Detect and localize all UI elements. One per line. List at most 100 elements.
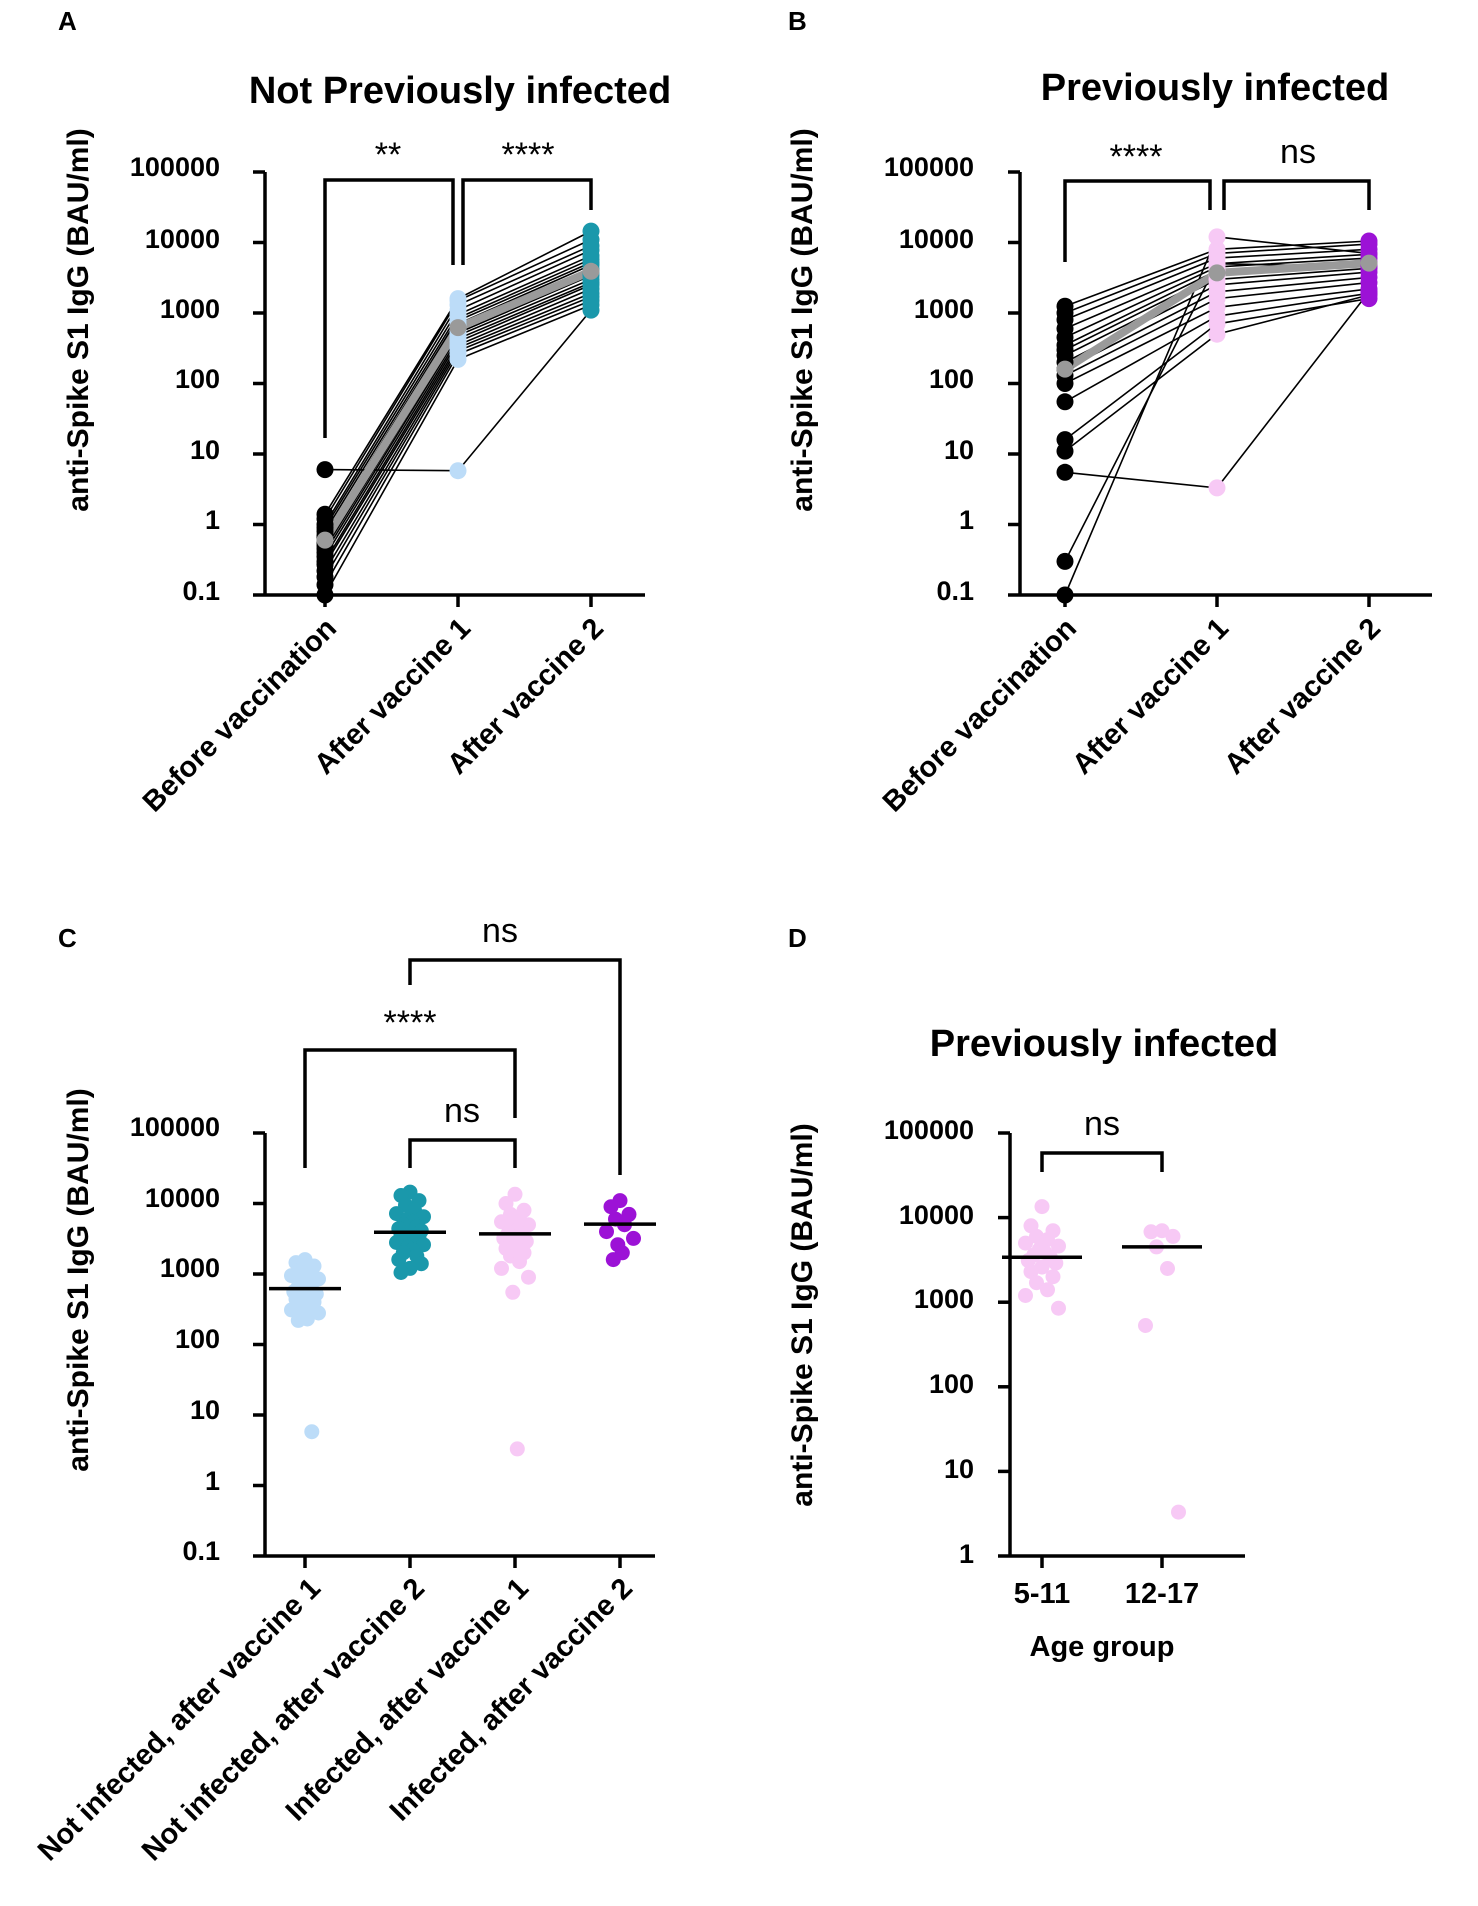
panel-a-sig-label-2: ****	[502, 136, 555, 174]
panel-b-data-point	[1056, 375, 1074, 392]
panel-b-data-point	[1056, 393, 1074, 411]
panel-c-sig-label-bottom: ns	[444, 1092, 480, 1130]
panel-a-data-point	[316, 586, 334, 604]
panel-a-mean-point	[582, 262, 600, 280]
panel-c-data-point	[311, 1305, 326, 1321]
panel-d-data-point	[1160, 1261, 1175, 1276]
panel-a-ytick-10000: 10000	[145, 224, 220, 254]
panel-d-xtick-12-17: 12-17	[1125, 1578, 1199, 1610]
panel-b-sig-bracket-0	[1063, 179, 1212, 262]
panel-c-data-point	[304, 1424, 320, 1440]
panel-a: A Not Previously infected anti-Spike S1 …	[58, 6, 671, 818]
panel-c-data-point	[512, 1254, 527, 1270]
panel-b-data-point	[1208, 479, 1226, 497]
panel-c-data-point	[494, 1214, 509, 1230]
panel-b-title: Previously infected	[1041, 67, 1389, 109]
panel-d-data-point	[1154, 1223, 1170, 1239]
panel-d-ytick-100: 100	[929, 1369, 974, 1399]
panel-c-data-point	[389, 1206, 404, 1222]
panel-a-xtick-before-vaccination: Before vaccination	[137, 612, 343, 818]
chart-marks	[253, 170, 1432, 1568]
panel-c-data-point	[509, 1441, 525, 1457]
panel-c-data-point	[521, 1217, 536, 1233]
panel-b-ytick-1000: 1000	[914, 294, 974, 324]
panel-c-sig-bracket-0	[408, 958, 622, 1175]
panel-c-data-point	[413, 1256, 429, 1272]
panel-b-mean-point	[1056, 360, 1074, 378]
panel-c-sig-label-middle: ****	[384, 1004, 437, 1042]
panel-d-data-point	[1165, 1228, 1181, 1244]
panel-d-y-tick-labels: 100000 10000 1000 100 10 1	[884, 1115, 974, 1569]
panel-b-sig-bracket-1	[1222, 179, 1371, 210]
panel-d-data-point	[1029, 1275, 1044, 1291]
panel-c-sig-bracket-1	[303, 1048, 517, 1168]
panel-a-sig-label-1: **	[375, 136, 401, 174]
panel-c-data-point	[284, 1268, 299, 1284]
panel-b-ytick-100: 100	[929, 364, 974, 394]
panel-c-ytick-10000: 10000	[145, 1183, 220, 1213]
panel-b-xtick-before-vaccination: Before vaccination	[877, 612, 1083, 818]
panel-d-data-point	[1143, 1224, 1159, 1240]
panel-b-y-axis-label: anti-Spike S1 IgG (BAU/ml)	[786, 128, 819, 511]
panel-a-mean-point	[449, 319, 467, 337]
panel-d-title: Previously infected	[930, 1023, 1278, 1065]
panel-d-data-point	[1051, 1238, 1066, 1254]
panel-d-data-point	[1040, 1282, 1055, 1298]
panel-c-data-point	[416, 1237, 431, 1253]
panel-d-data-point	[1034, 1199, 1050, 1215]
panel-a-y-tick-labels: 100000 10000 1000 100 10 1 0.1	[130, 152, 220, 606]
panel-c-data-point	[599, 1224, 614, 1240]
panel-a-ytick-10: 10	[190, 435, 220, 465]
panel-d-ytick-1: 1	[959, 1539, 974, 1569]
panel-d-data-point	[1040, 1232, 1055, 1248]
panel-b-xtick-after-vaccine-1: After vaccine 1	[1066, 612, 1235, 781]
panel-b-data-point	[1360, 283, 1378, 301]
panel-b-ytick-10000: 10000	[899, 224, 974, 254]
panel-c-data-point	[605, 1252, 621, 1268]
panel-d-xtick-5-11: 5-11	[1014, 1578, 1070, 1610]
panel-b-y-tick-labels: 100000 10000 1000 100 10 1 0.1	[884, 152, 974, 606]
panel-c-sig-bracket-2	[408, 1138, 517, 1168]
panel-d-data-point	[1018, 1288, 1033, 1303]
panel-d-sig-label: ns	[1084, 1105, 1120, 1143]
panel-c-x-tick-labels: Not infected, after vaccine 1 Not infect…	[32, 1572, 639, 1867]
panel-label-b: B	[788, 6, 807, 36]
panel-d-data-point	[1018, 1235, 1033, 1251]
panel-a-ytick-100000: 100000	[130, 152, 220, 182]
panel-b-ytick-10: 10	[944, 435, 974, 465]
panel-c-data-point	[521, 1269, 536, 1285]
panel-c-data-point	[494, 1260, 509, 1276]
panel-d-ytick-1000: 1000	[914, 1284, 974, 1314]
panel-c-data-point	[290, 1312, 306, 1328]
panel-b-ytick-0.1: 0.1	[936, 576, 974, 606]
panel-c-y-axis-label: anti-Spike S1 IgG (BAU/ml)	[62, 1088, 95, 1471]
panel-a-data-point	[449, 350, 467, 368]
panel-d-data-point	[1045, 1269, 1061, 1285]
panel-c-data-point	[393, 1265, 409, 1280]
panel-b-x-tick-labels: Before vaccination After vaccine 1 After…	[877, 612, 1387, 818]
panel-label-a: A	[58, 6, 77, 36]
panel-d-data-point	[1171, 1504, 1186, 1520]
panel-c-data-point	[507, 1186, 523, 1202]
panel-b-data-point	[1208, 325, 1226, 343]
panel-a-title: Not Previously infected	[249, 70, 671, 112]
panel-b-sig-label-2: ns	[1280, 133, 1316, 171]
panel-b-mean-point	[1208, 264, 1226, 282]
panel-a-sig-bracket-0	[323, 178, 455, 438]
panel-b-data-point	[1056, 552, 1074, 570]
panel-label-c: C	[58, 923, 77, 953]
panel-a-x-tick-labels: Before vaccination After vaccine 1 After…	[137, 612, 610, 818]
panel-b: B Previously infected anti-Spike S1 IgG …	[786, 6, 1389, 818]
panel-c-y-tick-labels: 100000 10000 1000 100 10 1 0.1	[130, 1112, 220, 1566]
panel-b-data-point	[1056, 442, 1074, 460]
panel-d-ytick-100000: 100000	[884, 1115, 974, 1145]
panel-c: C anti-Spike S1 IgG (BAU/ml) 100000 1000…	[32, 912, 639, 1867]
panel-c-ytick-1: 1	[205, 1466, 220, 1496]
panel-b-data-point	[1208, 228, 1226, 246]
panel-b-ytick-100000: 100000	[884, 152, 974, 182]
panel-d-data-point	[1023, 1264, 1039, 1280]
panel-a-data-point	[582, 296, 600, 314]
panel-d-ytick-10000: 10000	[899, 1200, 974, 1230]
panel-d-y-axis-label: anti-Spike S1 IgG (BAU/ml)	[786, 1123, 819, 1506]
